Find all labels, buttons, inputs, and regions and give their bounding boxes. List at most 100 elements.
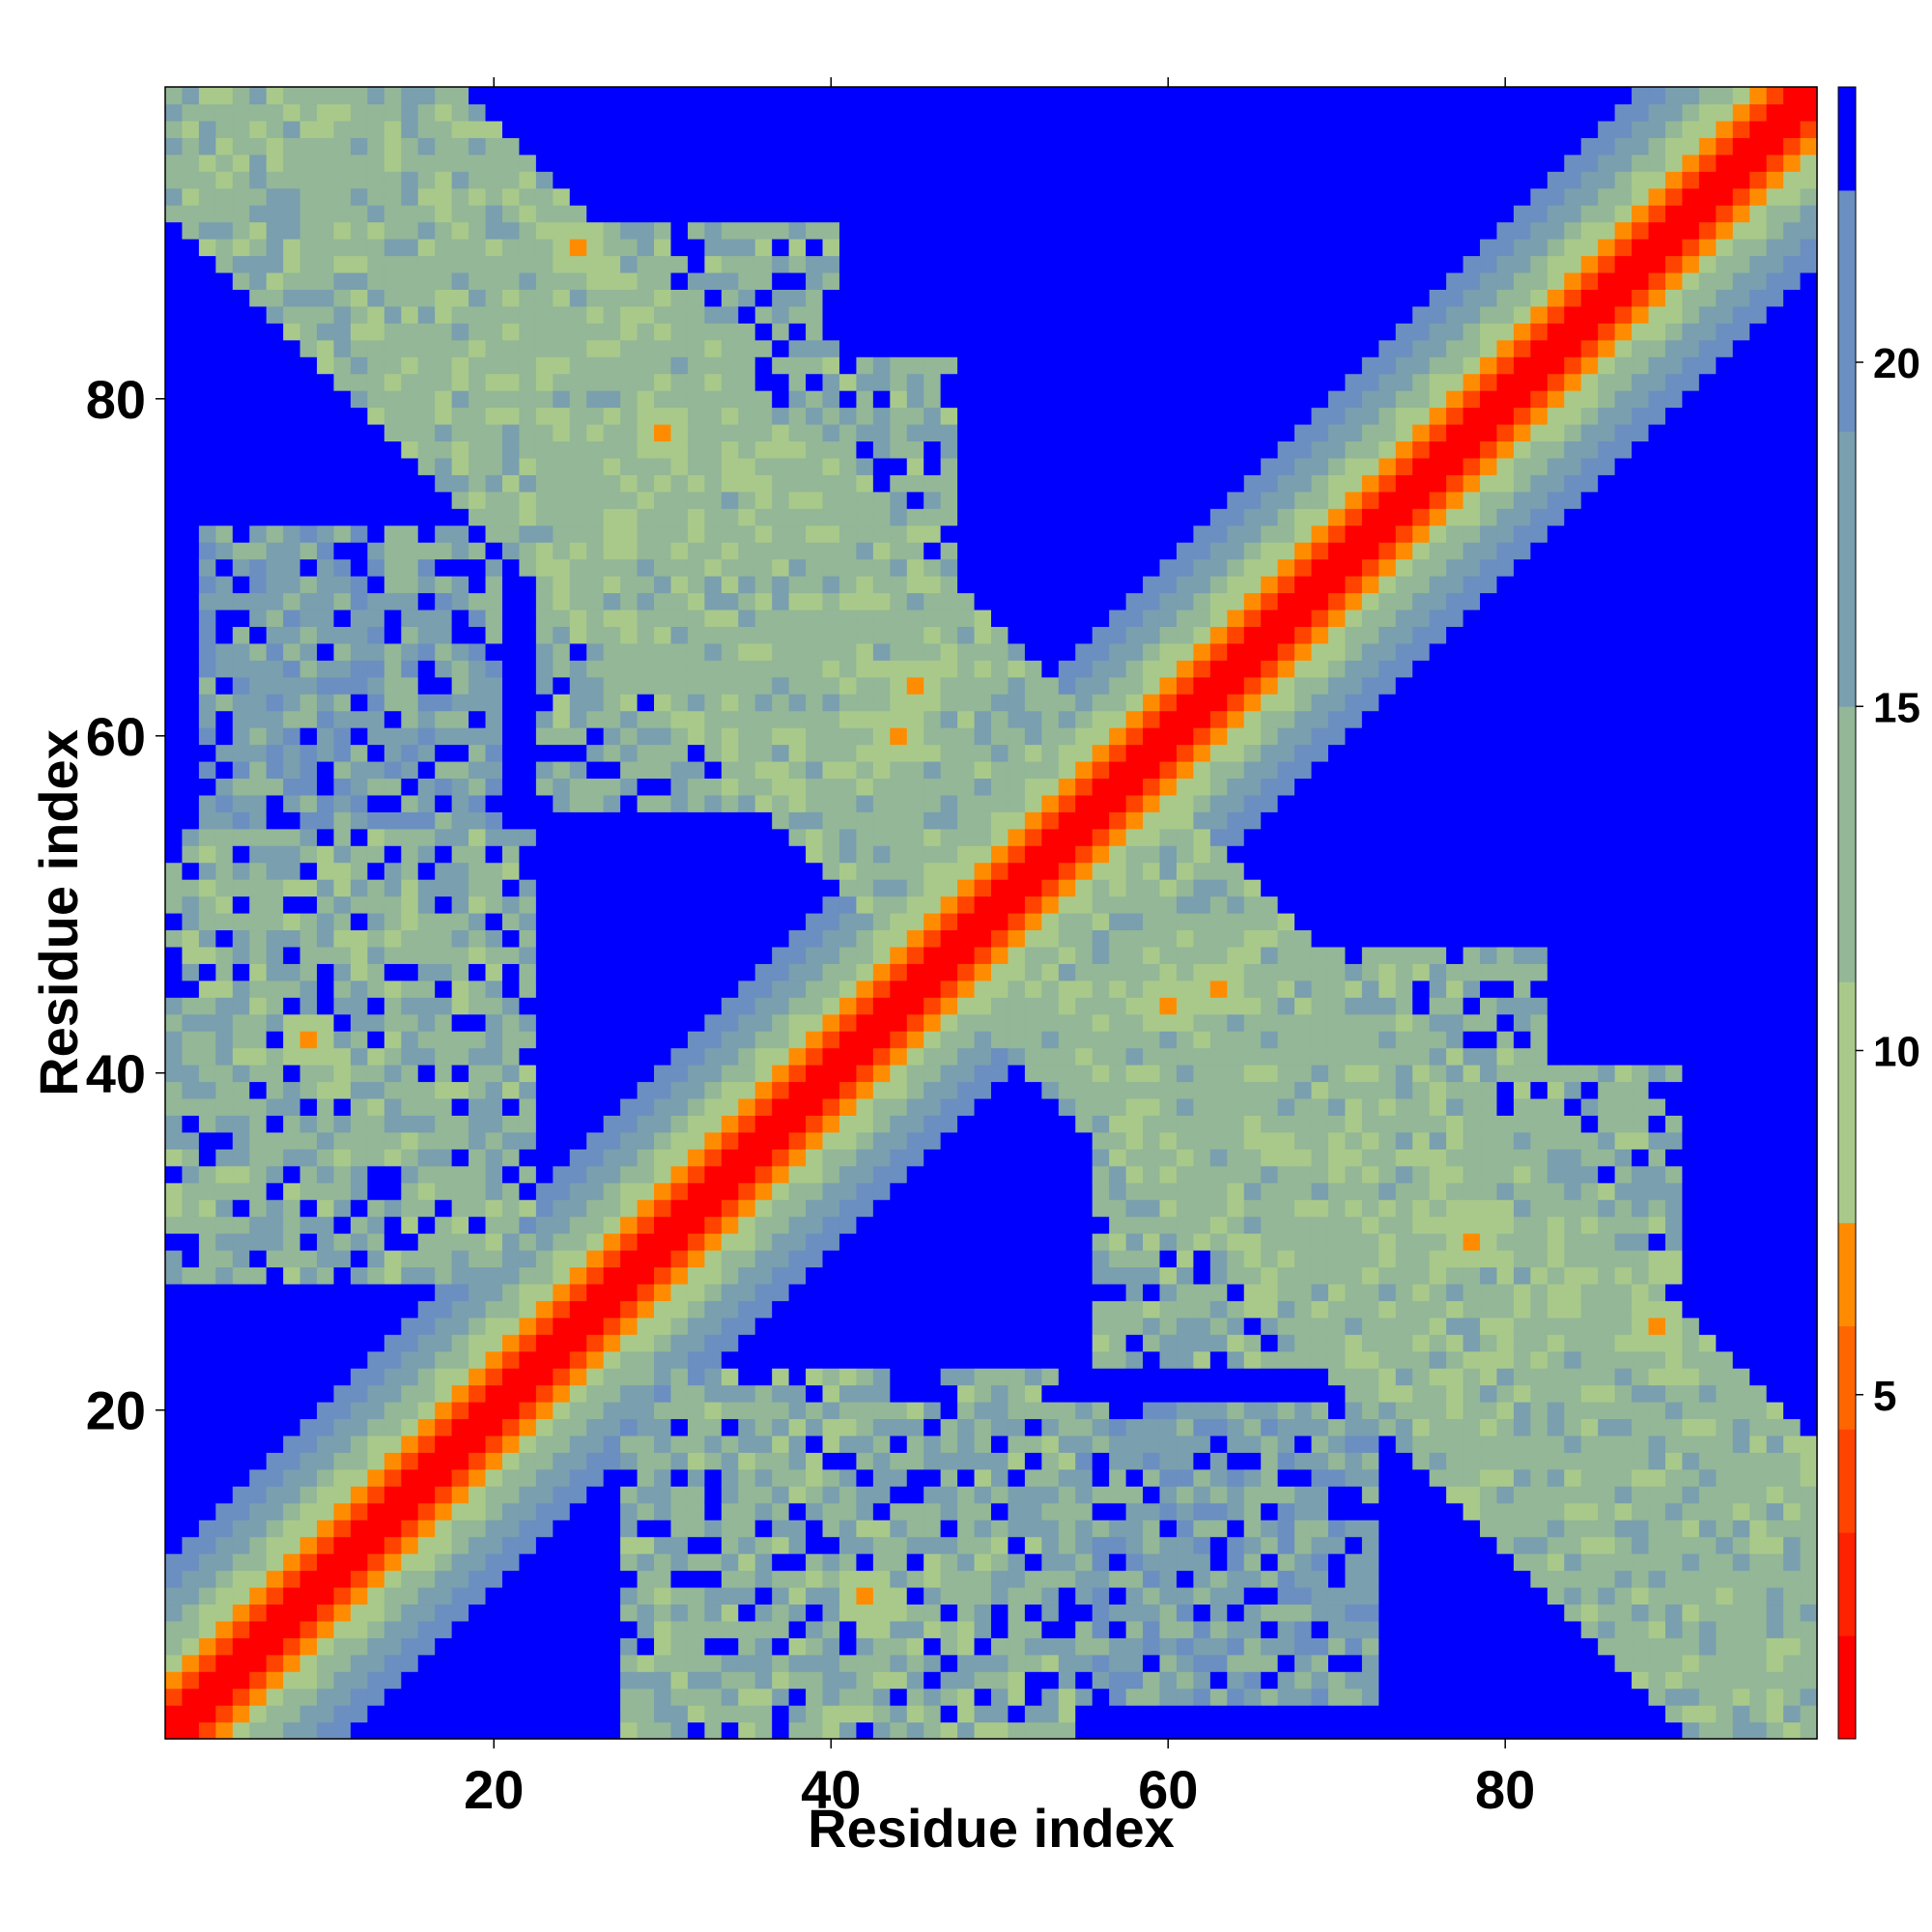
heatmap-cell — [299, 221, 318, 240]
heatmap-cell — [283, 1283, 301, 1301]
heatmap-cell — [535, 862, 554, 880]
heatmap-cell — [215, 1654, 234, 1672]
heatmap-cell — [519, 1586, 537, 1605]
heatmap-cell — [535, 694, 554, 712]
heatmap-cell — [1008, 1013, 1026, 1032]
heatmap-cell — [687, 1047, 705, 1065]
heatmap-cell — [485, 221, 503, 240]
heatmap-cell — [215, 660, 234, 678]
heatmap-cell — [232, 491, 250, 509]
heatmap-cell — [469, 811, 487, 830]
heatmap-cell — [569, 1435, 587, 1453]
heatmap-cell — [586, 1402, 605, 1420]
heatmap-cell — [317, 879, 335, 897]
heatmap-cell — [333, 1452, 352, 1470]
heatmap-cell — [519, 255, 537, 273]
heatmap-cell — [872, 845, 891, 864]
heatmap-cell — [806, 171, 824, 189]
heatmap-cell — [519, 727, 537, 746]
heatmap-cell — [704, 929, 723, 948]
heatmap-cell — [435, 1604, 453, 1622]
heatmap-cell — [906, 171, 924, 189]
heatmap-cell — [738, 1384, 756, 1403]
heatmap-cell — [637, 1097, 655, 1116]
heatmap-cell — [249, 525, 268, 543]
heatmap-cell — [215, 1536, 234, 1554]
heatmap-cell — [856, 373, 874, 391]
heatmap-cell — [165, 811, 184, 830]
heatmap-cell — [806, 963, 824, 981]
heatmap-cell — [586, 457, 605, 475]
heatmap-cell — [806, 271, 824, 290]
heatmap-cell — [299, 592, 318, 611]
heatmap-cell — [519, 592, 537, 611]
heatmap-cell — [637, 1131, 655, 1150]
heatmap-cell — [417, 1165, 436, 1183]
heatmap-cell — [553, 1199, 571, 1217]
heatmap-cell — [957, 171, 976, 189]
heatmap-cell — [569, 778, 587, 796]
heatmap-cell — [856, 323, 874, 341]
heatmap-cell — [704, 1115, 723, 1133]
heatmap-cell — [957, 1115, 976, 1133]
heatmap-cell — [469, 305, 487, 324]
heatmap-cell — [182, 221, 200, 240]
heatmap-cell — [637, 1182, 655, 1201]
heatmap-cell — [1008, 760, 1026, 780]
heatmap-cell — [401, 1047, 419, 1065]
heatmap-cell — [754, 1199, 773, 1217]
heatmap-cell — [974, 474, 992, 493]
heatmap-cell — [367, 1149, 385, 1167]
heatmap-cell — [165, 929, 184, 948]
heatmap-cell — [367, 171, 385, 189]
heatmap-cell — [721, 980, 739, 998]
heatmap-cell — [333, 1620, 352, 1638]
heatmap-cell — [367, 642, 385, 661]
heatmap-cell — [991, 980, 1009, 998]
heatmap-cell — [738, 576, 756, 594]
heatmap-cell — [249, 997, 268, 1015]
heatmap-cell — [215, 744, 234, 762]
heatmap-cell — [890, 1486, 908, 1504]
heatmap-cell — [754, 1654, 773, 1672]
heatmap-cell — [620, 1350, 639, 1369]
heatmap-cell — [435, 660, 453, 678]
heatmap-cell — [569, 576, 587, 594]
heatmap-cell — [637, 1468, 655, 1487]
heatmap-cell — [822, 423, 840, 442]
heatmap-cell — [451, 710, 469, 728]
heatmap-cell — [872, 760, 891, 780]
heatmap-cell — [501, 390, 521, 409]
heatmap-cell — [687, 221, 705, 240]
heatmap-cell — [1008, 929, 1026, 948]
heatmap-cell — [923, 1131, 942, 1150]
heatmap-cell — [687, 1065, 705, 1083]
heatmap-cell — [991, 407, 1009, 425]
heatmap-cell — [822, 1283, 840, 1301]
heatmap-cell — [806, 356, 824, 375]
heatmap-cell — [721, 778, 739, 796]
heatmap-cell — [435, 542, 453, 560]
heatmap-cell — [182, 255, 200, 273]
heatmap-cell — [535, 1350, 554, 1369]
heatmap-cell — [535, 997, 554, 1015]
heatmap-cell — [417, 1065, 436, 1083]
heatmap-cell — [198, 1266, 216, 1285]
heatmap-cell — [367, 1350, 385, 1369]
heatmap-cell — [367, 1300, 385, 1319]
heatmap-cell — [384, 1199, 402, 1217]
heatmap-cell — [569, 187, 587, 206]
heatmap-cell — [603, 694, 621, 712]
heatmap-cell — [215, 862, 234, 880]
heatmap-cell — [535, 963, 554, 981]
heatmap-cell — [333, 676, 352, 695]
heatmap-cell — [367, 154, 385, 172]
heatmap-cell — [620, 760, 639, 780]
heatmap-cell — [451, 1097, 469, 1116]
heatmap-cell — [788, 1637, 807, 1656]
heatmap-cell — [249, 946, 268, 964]
heatmap-cell — [586, 811, 605, 830]
heatmap-cell — [991, 271, 1009, 290]
heatmap-cell — [299, 558, 318, 577]
heatmap-cell — [384, 1182, 402, 1201]
